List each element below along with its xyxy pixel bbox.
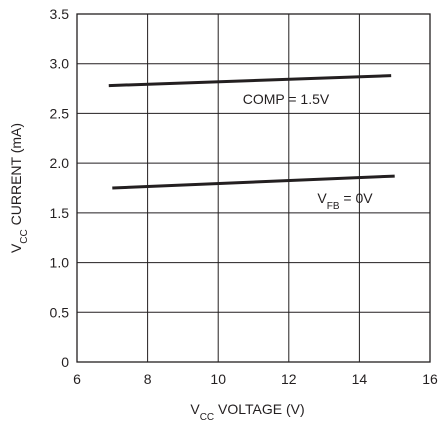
y-tick-label-4: 2.0: [50, 155, 70, 171]
y-tick-label-0: 0: [61, 354, 69, 370]
y-tick-label-6: 3.0: [50, 56, 70, 72]
x-tick-label-4: 14: [352, 371, 368, 387]
x-axis-label: VCC VOLTAGE (V): [190, 401, 304, 421]
series-labels: COMP = 1.5V VFB = 0V: [243, 91, 374, 212]
series-line-1: [112, 174, 395, 190]
series-line-0: [108, 74, 392, 88]
plot-frame: [76, 13, 431, 363]
series-label-1: VFB = 0V: [317, 190, 373, 212]
x-tick-label-0: 6: [73, 371, 81, 387]
y-axis-label: VCC CURRENT (mA): [8, 123, 30, 253]
y-tick-label-3: 1.5: [50, 205, 70, 221]
x-tick-label-2: 10: [210, 371, 226, 387]
x-tick-label-3: 12: [281, 371, 297, 387]
y-tick-label-1: 0.5: [50, 304, 70, 320]
tick-labels: 6 8 10 12 14 16 0 0.5 1.0 1.5 2.0 2.5 3.0 3.5: [50, 6, 438, 387]
series-label-0: COMP = 1.5V: [243, 91, 330, 107]
y-tick-label-5: 2.5: [50, 105, 70, 121]
y-tick-label-7: 3.5: [50, 6, 70, 22]
x-tick-label-5: 16: [422, 371, 438, 387]
x-tick-label-1: 8: [144, 371, 152, 387]
series-layer: [108, 74, 395, 190]
y-tick-label-2: 1.0: [50, 255, 70, 271]
